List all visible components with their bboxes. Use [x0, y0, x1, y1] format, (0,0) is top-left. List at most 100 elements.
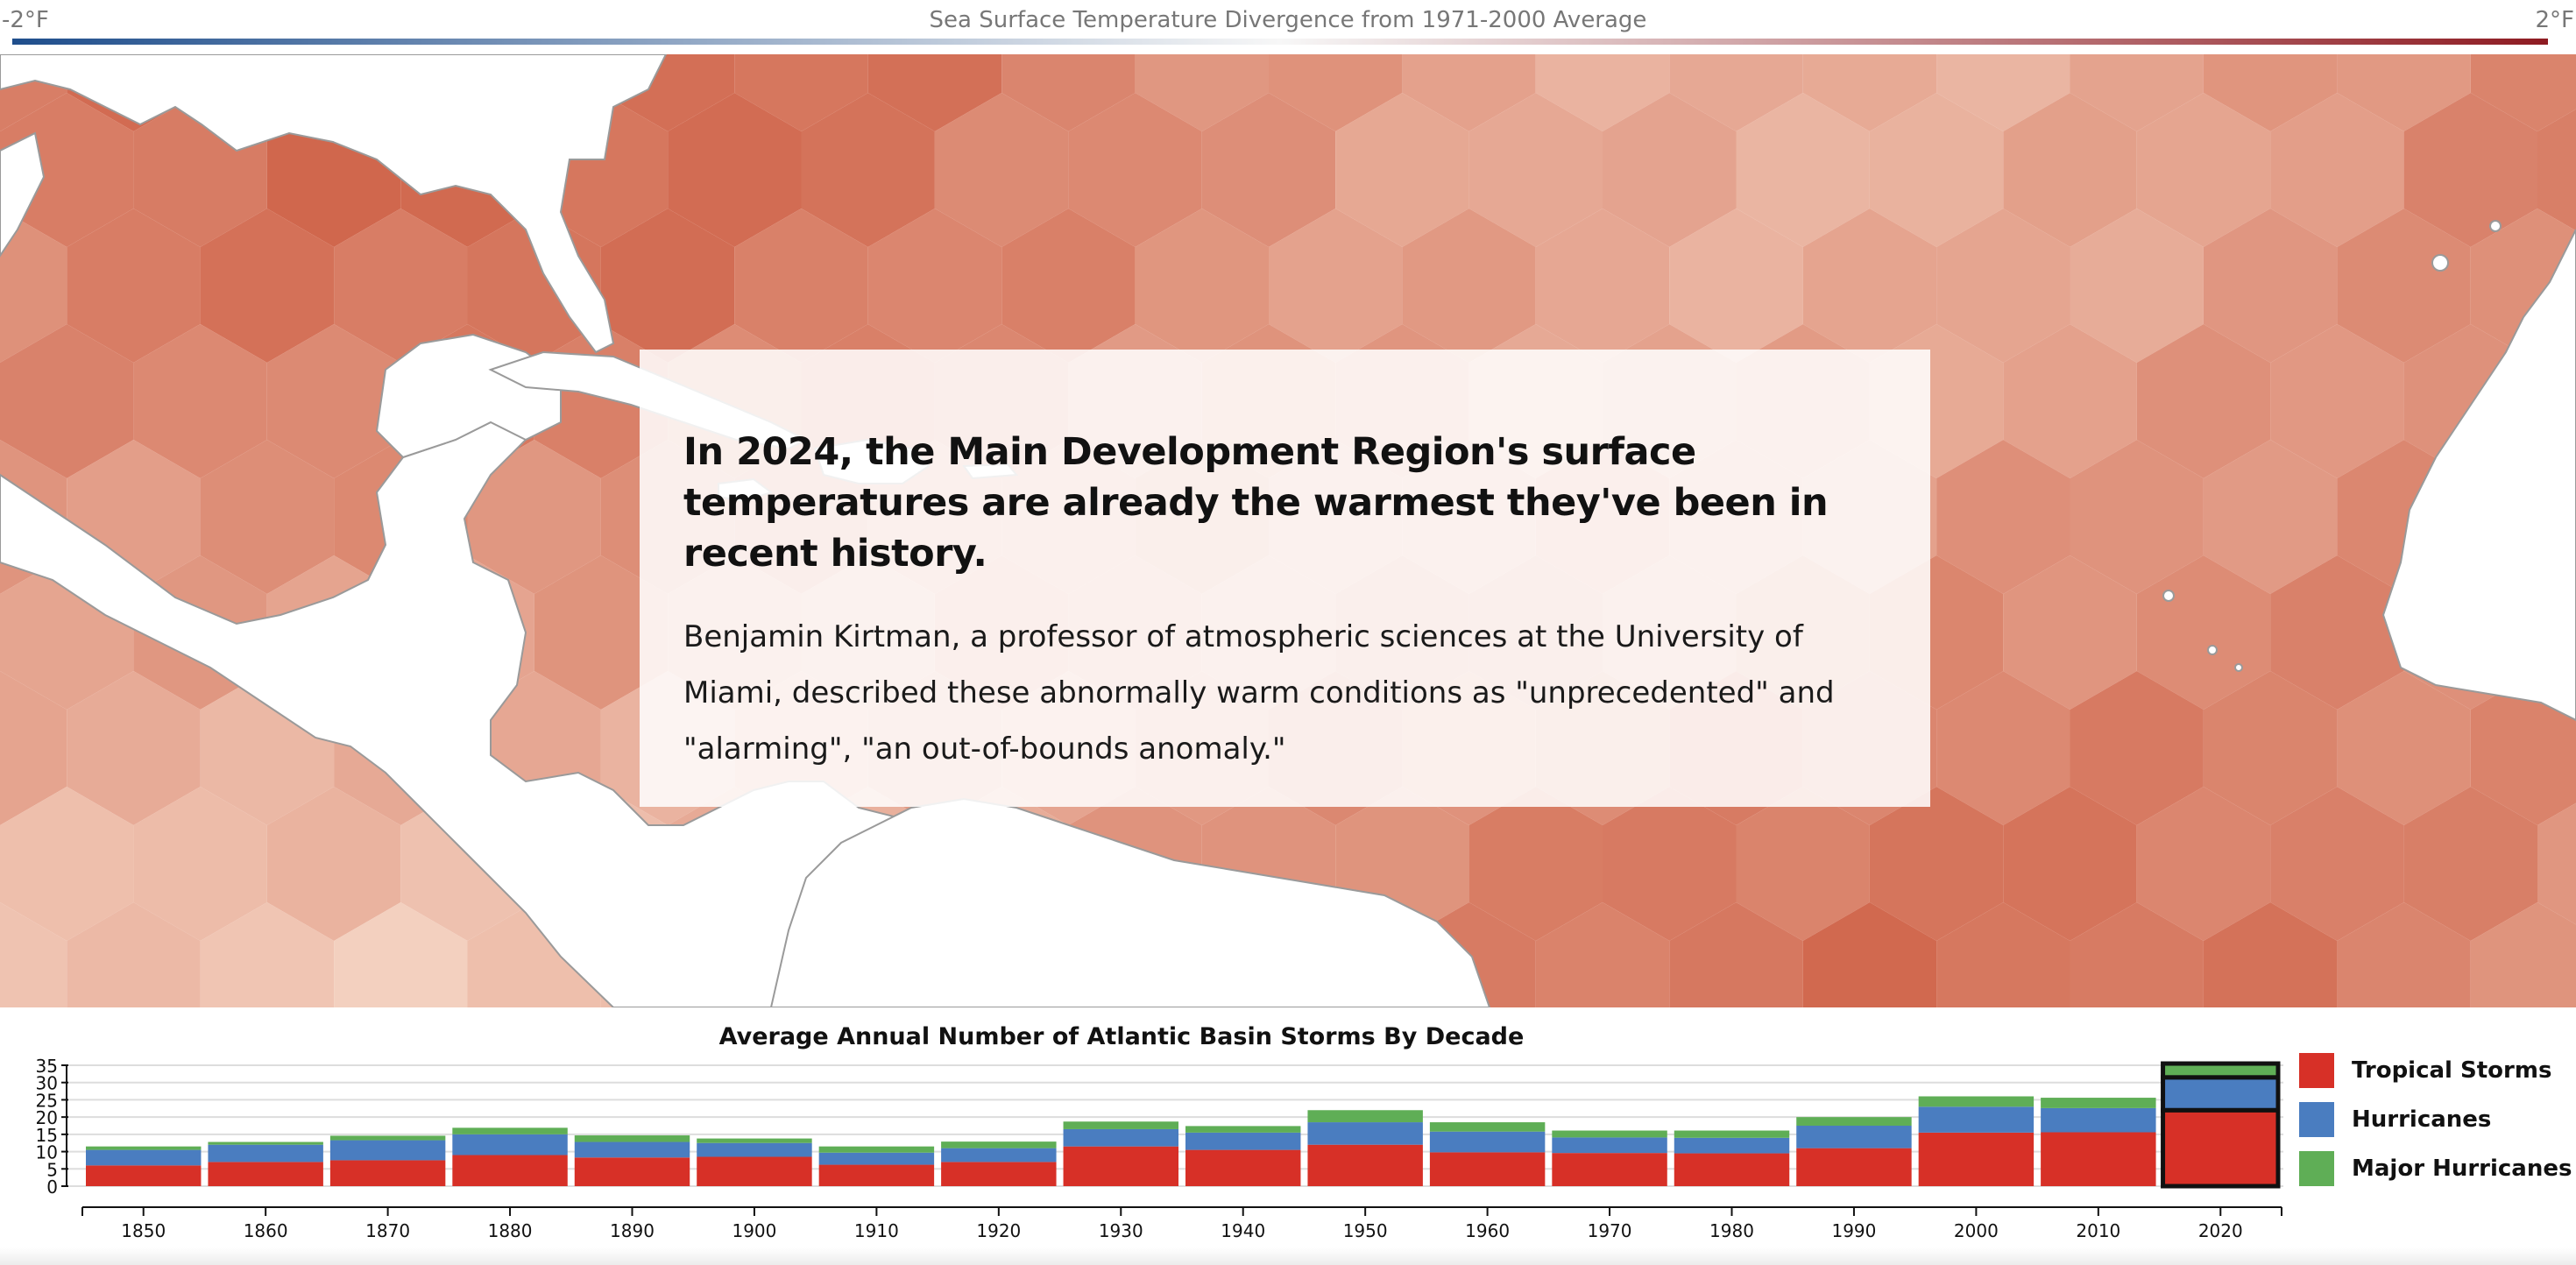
bar-major-hurricanes-1910: [818, 1146, 935, 1153]
bar-hurricanes-1890: [574, 1141, 690, 1158]
bar-major-hurricanes-1990: [1796, 1117, 1912, 1126]
hex-cell: [2070, 440, 2204, 594]
x-tick-label: 1970: [1588, 1220, 1632, 1241]
hex-cell: [2203, 208, 2338, 363]
hex-cell: [2470, 902, 2576, 1007]
hex-cell: [200, 440, 335, 594]
bar-hurricanes-1930: [1063, 1128, 1178, 1147]
x-tick-label: 1940: [1221, 1220, 1265, 1241]
legend-swatch-tropical: [2299, 1053, 2334, 1088]
land-africa: [2381, 229, 2576, 722]
hex-cell: [1535, 902, 1670, 1007]
bar-hurricanes-2020: [2161, 1075, 2281, 1113]
hex-cell: [2003, 93, 2137, 247]
hex-cell: [734, 208, 868, 363]
hex-cell: [2337, 902, 2471, 1007]
bar-major-hurricanes-1870: [329, 1135, 446, 1141]
bar-major-hurricanes-1880: [452, 1127, 568, 1134]
hex-cell: [1135, 208, 1269, 363]
hex-cell: [1001, 208, 1136, 363]
hex-cell: [1936, 671, 2070, 825]
bar-hurricanes-1950: [1307, 1122, 1423, 1145]
hex-cell: [2337, 671, 2471, 825]
hex-cell: [1869, 93, 2004, 247]
bar-hurricanes-1980: [1674, 1137, 1790, 1154]
bar-major-hurricanes-1850: [86, 1146, 202, 1150]
hex-cell: [67, 208, 201, 363]
hex-cell: [1869, 787, 2004, 941]
hex-cell: [1468, 93, 1603, 247]
hex-cell: [334, 902, 468, 1007]
hex-cell: [1669, 902, 1803, 1007]
hex-cell: [2270, 93, 2404, 247]
hex-cell: [1269, 208, 1403, 363]
bar-major-hurricanes-1900: [697, 1138, 812, 1143]
bar-major-hurricanes-1890: [574, 1135, 690, 1142]
hex-cell: [0, 787, 134, 941]
storms-chart: 0 5 10 15 20 25 30 35 1850 1860 1870 1880 1890 1900 19…: [0, 1007, 2576, 1265]
hex-cell: [1936, 54, 2070, 131]
hex-cell: [2403, 93, 2537, 247]
land-island-4: [2207, 645, 2218, 655]
x-tick-label: 1860: [244, 1220, 288, 1241]
hex-cell: [2003, 324, 2137, 478]
hex-cell: [266, 787, 401, 941]
hex-cell: [0, 93, 134, 247]
hex-cell: [600, 208, 735, 363]
land-mexico: [0, 131, 46, 258]
hex-cell: [2136, 324, 2271, 478]
sea-temperature-map[interactable]: In 2024, the Main Development Region's s…: [0, 54, 2576, 1007]
hex-cell: [2537, 802, 2576, 925]
bottom-shade: [0, 1247, 2576, 1265]
bar-major-hurricanes-1970: [1552, 1130, 1667, 1138]
y-tick-label: 5: [46, 1159, 58, 1180]
land-layer: [0, 54, 2576, 1007]
x-tick-label: 1920: [976, 1220, 1021, 1241]
chart-title: Average Annual Number of Atlantic Basin …: [718, 1023, 1525, 1050]
land-island-5: [2234, 663, 2243, 672]
hex-cell: [668, 93, 802, 247]
hex-cell: [867, 54, 1002, 131]
scale-title: Sea Surface Temperature Divergence from …: [929, 7, 1647, 33]
hex-cell: [2136, 93, 2271, 247]
hex-cell: [1535, 54, 1670, 131]
hex-cell: [1402, 208, 1536, 363]
hex-cell: [133, 324, 267, 478]
hex-cell: [1535, 208, 1670, 363]
hex-cell: [200, 902, 335, 1007]
bar-tropical-storms-1980: [1674, 1153, 1790, 1186]
x-tick-label: 1870: [365, 1220, 410, 1241]
hex-cell: [2070, 54, 2204, 131]
bar-hurricanes-1960: [1429, 1131, 1546, 1153]
bar-hurricanes-1850: [86, 1149, 202, 1166]
bar-hurricanes-1900: [697, 1142, 812, 1157]
bar-hurricanes-2010: [2041, 1107, 2156, 1133]
bar-tropical-storms-1880: [452, 1155, 568, 1186]
legend-label-tropical: Tropical Storms: [2352, 1057, 2552, 1084]
hex-cell: [1603, 93, 1737, 247]
bar-major-hurricanes-2010: [2041, 1098, 2156, 1108]
bar-hurricanes-1920: [941, 1148, 1057, 1163]
scale-min-label: -2°F: [2, 7, 49, 33]
x-tick-label: 2000: [1954, 1220, 1999, 1241]
bar-tropical-storms-1960: [1429, 1152, 1546, 1186]
hex-cell: [2136, 787, 2271, 941]
hex-cell: [1802, 902, 1937, 1007]
bar-layer: [86, 1061, 2281, 1189]
hex-cell: [2270, 324, 2404, 478]
hex-cell: [1736, 93, 1870, 247]
bar-major-hurricanes-2000: [1918, 1096, 2035, 1107]
bar-hurricanes-1880: [452, 1134, 568, 1155]
x-tick-label: 1890: [610, 1220, 655, 1241]
land-island-1: [2431, 254, 2449, 272]
bar-major-hurricanes-2020: [2161, 1061, 2281, 1080]
bar-tropical-storms-1950: [1307, 1144, 1423, 1186]
x-tick-label: 1930: [1099, 1220, 1143, 1241]
bar-hurricanes-1910: [818, 1152, 935, 1165]
y-tick-label: 0: [46, 1177, 58, 1198]
hex-cell: [1068, 93, 1202, 247]
hex-cell: [0, 902, 67, 1007]
bar-tropical-storms-2020: [2161, 1107, 2281, 1189]
hex-cell: [2203, 671, 2338, 825]
x-tick-label: 1850: [121, 1220, 166, 1241]
